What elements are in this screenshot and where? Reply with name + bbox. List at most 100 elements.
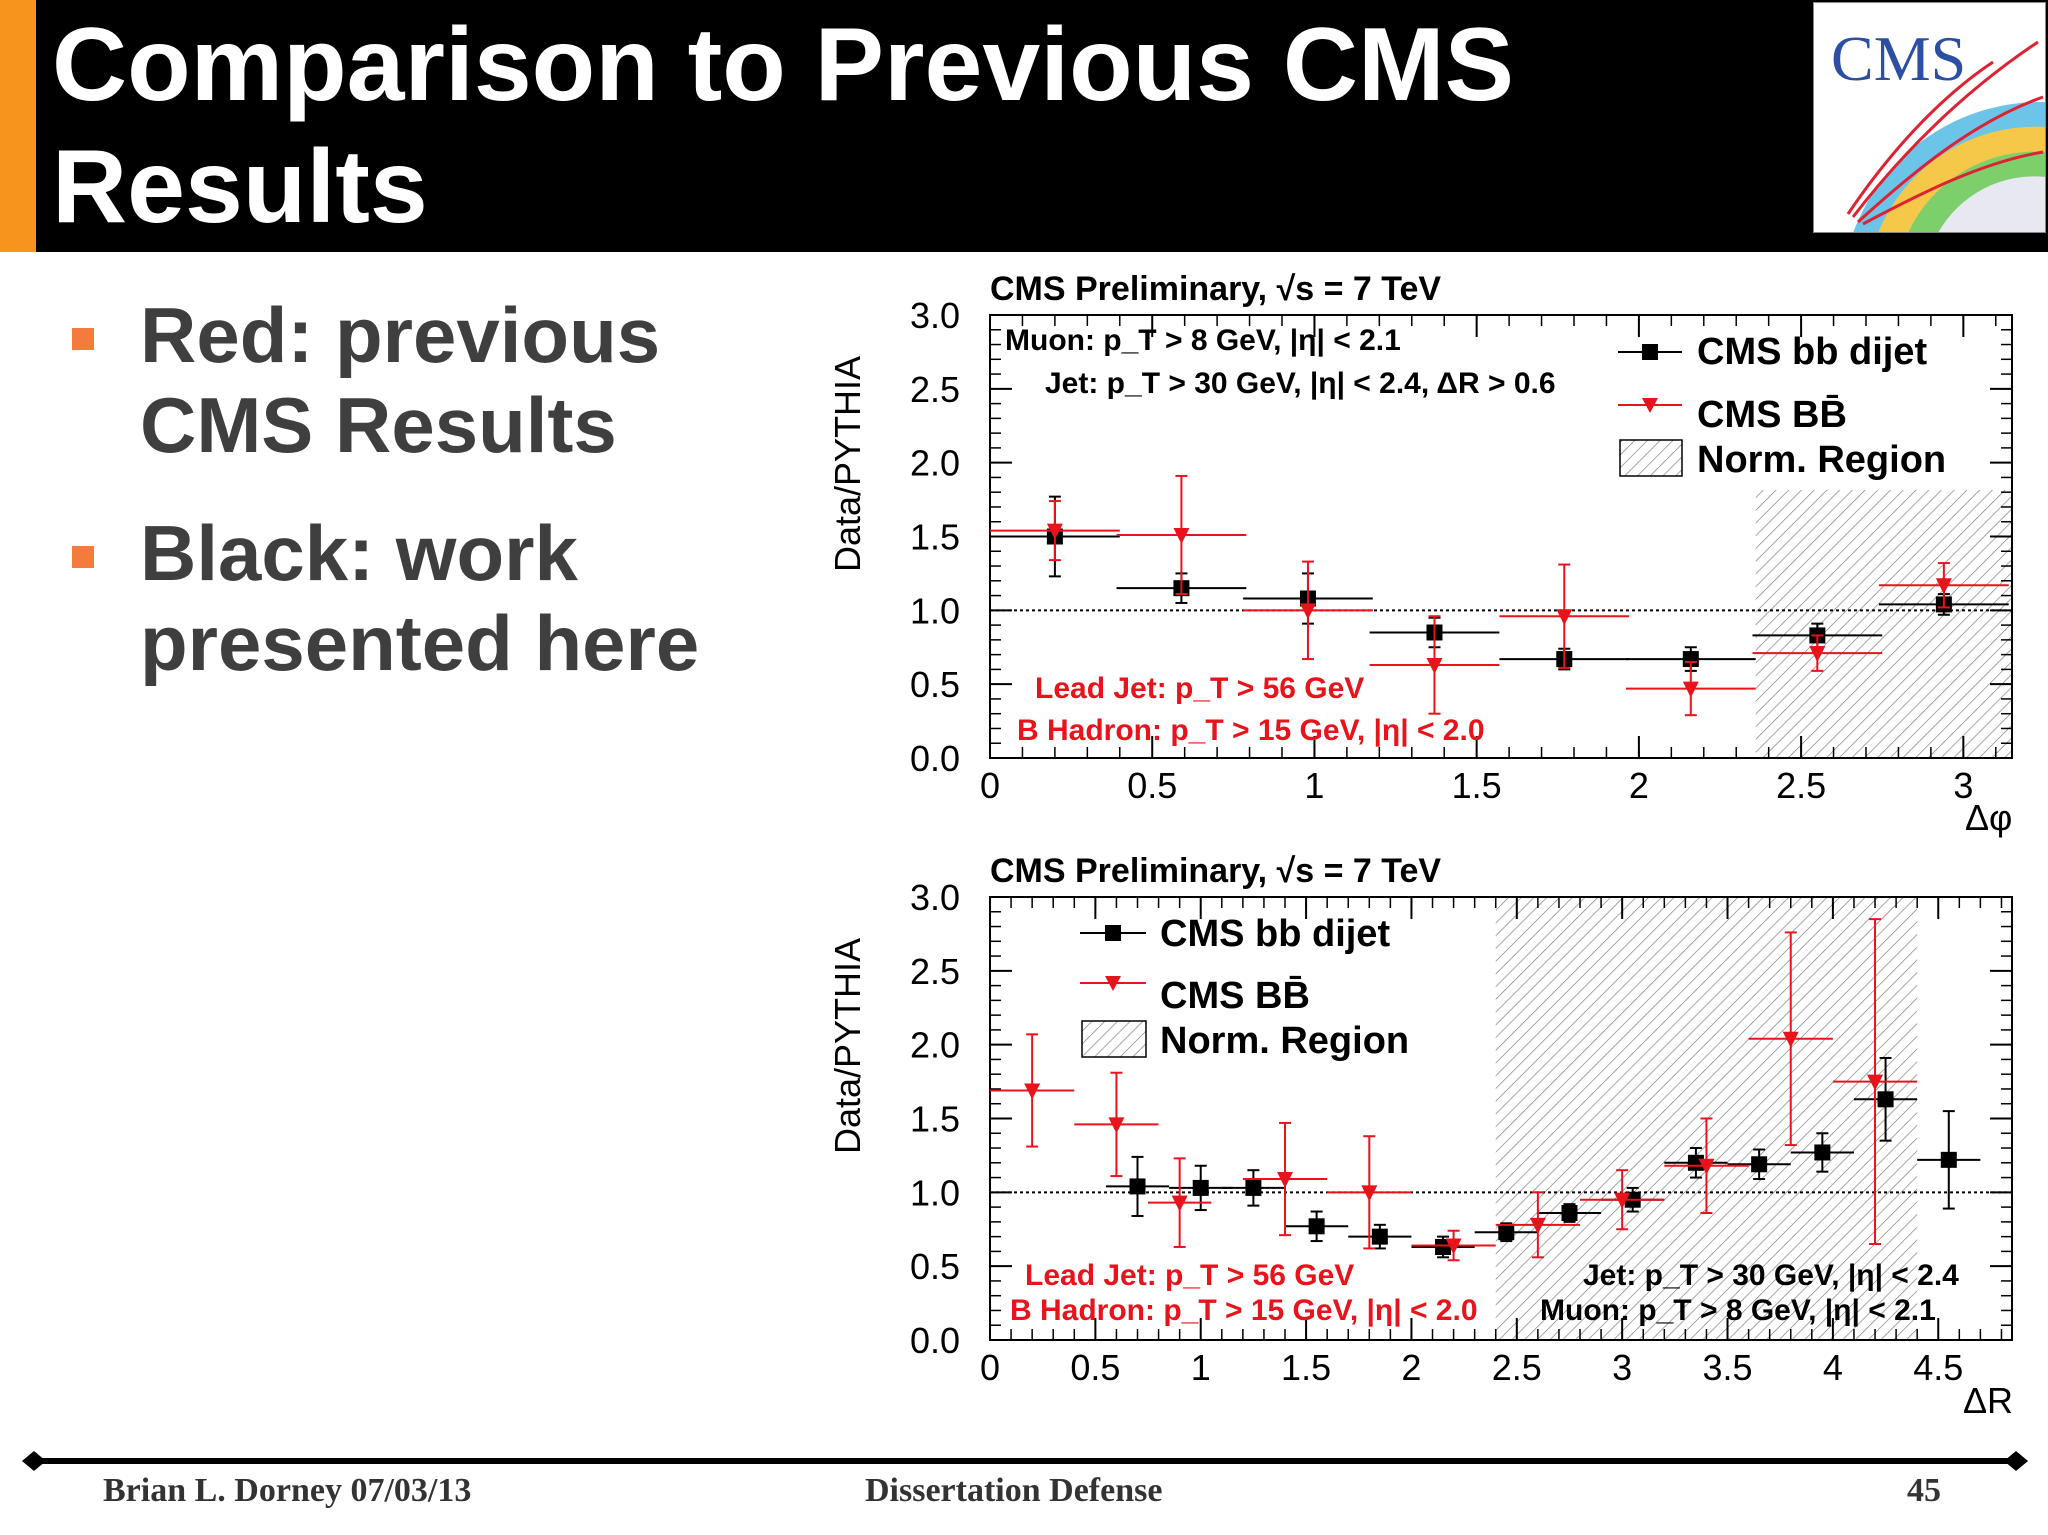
- data-point-triangle: [1809, 646, 1826, 663]
- data-point-square: [1940, 1151, 1957, 1168]
- data-point-square: [1426, 624, 1443, 641]
- legend-item-bb-dijet: CMS bb dijet: [1697, 331, 1927, 373]
- x-axis-label: Δφ: [1965, 797, 2012, 838]
- chart-annotation-jet: Jet: p_T > 30 GeV, |η| < 2.4: [1583, 1259, 1959, 1292]
- legend-item-norm-region: Norm. Region: [1697, 439, 1946, 481]
- chart-annotation-leadjet: Lead Jet: p_T > 56 GeV: [1025, 1259, 1354, 1292]
- chart-legend: CMS bb dijet CMS BB̄ Norm. Region: [1080, 913, 1409, 1062]
- x-tick-label: 4: [1823, 1347, 1843, 1388]
- bullet-square-icon: [72, 328, 94, 350]
- data-point-triangle: [1782, 1031, 1799, 1048]
- bullet-text: Red: previous CMS Results: [140, 291, 661, 469]
- chart-annotation-bhadron: B Hadron: p_T > 15 GeV, |η| < 2.0: [1017, 714, 1485, 747]
- data-point-square: [1173, 580, 1190, 597]
- x-tick-label: 3: [1612, 1347, 1632, 1388]
- x-tick-label: 2.5: [1776, 765, 1826, 806]
- y-tick-label: 0.0: [910, 1320, 960, 1361]
- x-tick-label: 3.5: [1703, 1347, 1753, 1388]
- footer-author-date: Brian L. Dorney 07/03/13: [103, 1472, 472, 1509]
- legend-item-bb-dijet: CMS bb dijet: [1160, 913, 1390, 955]
- title-accent-bar: [0, 0, 36, 252]
- bullet-list: Red: previous CMS Results Black: work pr…: [70, 290, 790, 726]
- y-tick-label: 0.5: [910, 1246, 960, 1287]
- data-point-square: [1561, 1205, 1578, 1222]
- footer-divider: [22, 1451, 2028, 1471]
- x-tick-label: 1.5: [1452, 765, 1502, 806]
- x-tick-label: 1: [1191, 1347, 1211, 1388]
- y-tick-label: 1.5: [910, 1099, 960, 1140]
- data-point-square: [1498, 1224, 1515, 1241]
- x-tick-label: 1.5: [1281, 1347, 1331, 1388]
- data-point-square: [1556, 651, 1573, 668]
- data-point-square: [1371, 1228, 1388, 1245]
- data-point-triangle: [1867, 1074, 1884, 1091]
- plot-frame: [989, 314, 2013, 759]
- chart-annotation-muon: Muon: p_T > 8 GeV, |η| < 2.1: [1540, 1294, 1936, 1327]
- x-tick-label: 0.5: [1070, 1347, 1120, 1388]
- legend-item-bbbar: CMS BB̄: [1160, 975, 1310, 1017]
- data-point-square: [1192, 1179, 1209, 1196]
- data-point-square: [1935, 596, 1952, 613]
- chart-title: CMS Preliminary, √s = 7 TeV: [990, 270, 1441, 308]
- data-point-square: [1682, 651, 1699, 668]
- chart-annotation-bhadron: B Hadron: p_T > 15 GeV, |η| < 2.0: [1010, 1294, 1478, 1327]
- x-tick-label: 1: [1304, 765, 1324, 806]
- data-point-triangle: [1299, 603, 1316, 620]
- data-point-square: [1308, 1218, 1325, 1235]
- data-point-square: [1245, 1179, 1262, 1196]
- data-point-triangle: [1361, 1185, 1378, 1202]
- y-tick-label: 2.5: [910, 369, 960, 410]
- y-tick-label: 3.0: [910, 295, 960, 336]
- data-point-triangle: [1556, 609, 1573, 626]
- y-tick-label: 1.5: [910, 517, 960, 558]
- x-tick-label: 4.5: [1913, 1347, 1963, 1388]
- footer-page-number: 45: [1907, 1472, 1941, 1509]
- data-point-square: [1046, 528, 1063, 545]
- data-point-square: [1809, 627, 1826, 644]
- data-point-triangle: [1173, 528, 1190, 545]
- data-point-triangle: [1698, 1158, 1715, 1175]
- y-tick-label: 3.0: [910, 877, 960, 918]
- x-tick-label: 0: [980, 765, 1000, 806]
- data-point-triangle: [1108, 1117, 1125, 1134]
- y-tick-label: 0.0: [910, 738, 960, 779]
- y-tick-label: 0.5: [910, 664, 960, 705]
- y-tick-label: 2.5: [910, 951, 960, 992]
- chart-title: CMS Preliminary, √s = 7 TeV: [990, 852, 1441, 890]
- chart-annotation-leadjet: Lead Jet: p_T > 56 GeV: [1035, 672, 1364, 705]
- data-point-square: [1435, 1238, 1452, 1255]
- plot-frame: [989, 896, 2013, 1341]
- data-point-triangle: [1935, 578, 1952, 595]
- footer-event: Dissertation Defense: [865, 1472, 1163, 1509]
- data-point-square: [1814, 1144, 1831, 1161]
- data-point-triangle: [1024, 1083, 1041, 1100]
- x-tick-label: 2.5: [1492, 1347, 1542, 1388]
- norm-region-band: [1495, 897, 1918, 1340]
- bullet-item: Red: previous CMS Results: [70, 290, 790, 470]
- data-point-triangle: [1445, 1238, 1462, 1255]
- y-axis-label: Data/PYTHIA: [827, 938, 868, 1154]
- bullet-text: Black: work presented here: [140, 509, 700, 687]
- data-point-square: [1751, 1156, 1768, 1173]
- data-point-triangle: [1529, 1217, 1546, 1234]
- x-tick-label: 2: [1629, 765, 1649, 806]
- x-tick-label: 2: [1401, 1347, 1421, 1388]
- cms-logo-text: CMS: [1831, 23, 1966, 94]
- data-point-square: [1624, 1191, 1641, 1208]
- y-axis-label: Data/PYTHIA: [827, 356, 868, 572]
- legend-item-bbbar: CMS BB̄: [1697, 394, 1847, 436]
- title-bar: [0, 0, 2048, 252]
- chart-legend: CMS bb dijet CMS BB̄ Norm. Region: [1618, 331, 1946, 481]
- data-point-triangle: [1046, 523, 1063, 540]
- x-tick-label: 0: [980, 1347, 1000, 1388]
- y-tick-label: 1.0: [910, 1172, 960, 1213]
- norm-region-band: [1755, 490, 2012, 758]
- data-point-square: [1877, 1091, 1894, 1108]
- data-point-square: [1687, 1154, 1704, 1171]
- data-point-triangle: [1171, 1195, 1188, 1212]
- legend-item-norm-region: Norm. Region: [1160, 1020, 1409, 1062]
- chart-annotation-jet: Jet: p_T > 30 GeV, |η| < 2.4, ΔR > 0.6: [1045, 367, 1556, 400]
- data-point-triangle: [1682, 681, 1699, 698]
- y-tick-label: 2.0: [910, 1025, 960, 1066]
- x-tick-label: 3: [1953, 765, 1973, 806]
